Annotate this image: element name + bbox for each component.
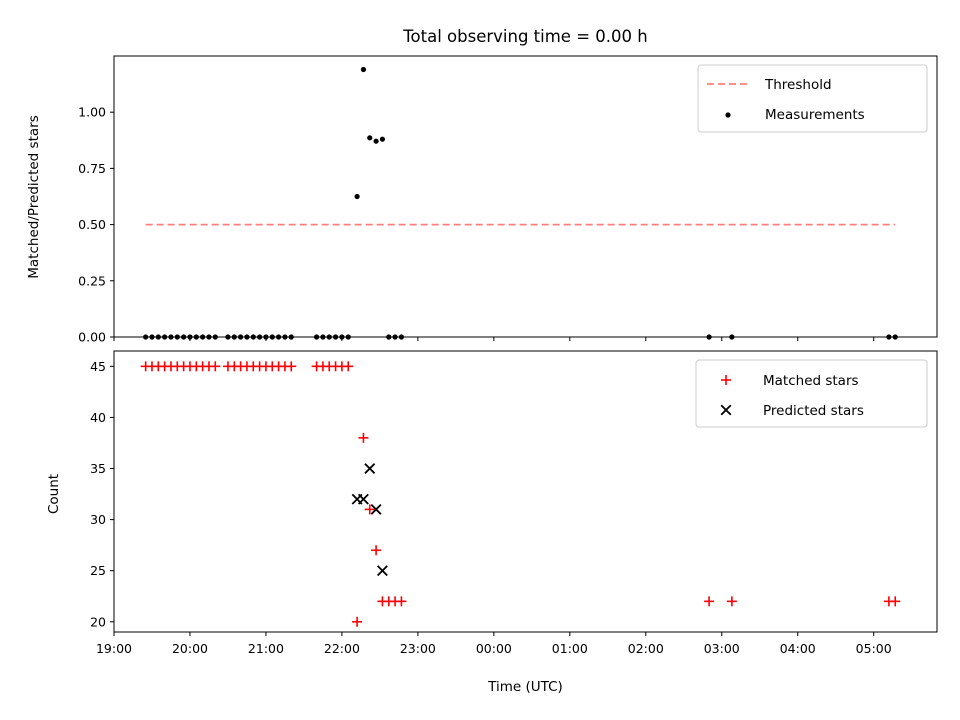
bottom-xtick-label: 22:00 bbox=[324, 641, 360, 656]
top-ylabel: Matched/Predicted stars bbox=[26, 115, 42, 278]
bottom-ytick-label: 45 bbox=[90, 359, 106, 374]
predicted-star-point bbox=[357, 493, 369, 505]
bottom-axes-frame bbox=[113, 350, 938, 633]
legend-threshold-label: Threshold bbox=[764, 77, 832, 93]
top-ytick-label: 1.00 bbox=[78, 105, 106, 120]
bottom-plot-area: 20 25 30 35 40 45 19:00 20:00 21:00 22:00 23:00 00:… bbox=[90, 359, 901, 656]
matched-star-point bbox=[343, 361, 354, 372]
bottom-ytick-label: 35 bbox=[90, 461, 106, 476]
measurement-point bbox=[360, 66, 367, 73]
chart-title: Total observing time = 0.00 h bbox=[402, 27, 647, 46]
top-legend-box bbox=[697, 64, 928, 133]
measurement-point bbox=[354, 193, 360, 200]
matched-star-point bbox=[210, 361, 221, 372]
bottom-ytick-label: 25 bbox=[90, 563, 106, 578]
bottom-xtick-label: 00:00 bbox=[476, 641, 512, 656]
bottom-ylabel: Count bbox=[46, 474, 62, 514]
legend-predicted-label: Predicted stars bbox=[763, 403, 864, 419]
bottom-xtick-label: 19:00 bbox=[96, 641, 132, 656]
measurement-point bbox=[367, 135, 373, 141]
legend-matched-label: Matched stars bbox=[763, 373, 859, 389]
matched-star-point bbox=[352, 616, 363, 627]
legend-measurements-swatch bbox=[725, 112, 731, 118]
legend-predicted-swatch bbox=[720, 404, 732, 416]
bottom-xtick-label: 02:00 bbox=[628, 641, 664, 656]
bottom-xtick-label: 04:00 bbox=[780, 641, 816, 656]
matched-star-point bbox=[364, 504, 375, 515]
bottom-xtick-label: 05:00 bbox=[856, 641, 892, 656]
bottom-ytick-label: 20 bbox=[90, 614, 106, 629]
legend-measurements-label: Measurements bbox=[765, 107, 865, 123]
bottom-xlabel: Time (UTC) bbox=[487, 679, 563, 695]
measurement-point bbox=[373, 138, 379, 144]
matched-star-point bbox=[396, 596, 407, 607]
matched-star-point bbox=[286, 361, 297, 372]
matched-star-point bbox=[358, 432, 369, 443]
measurement-point bbox=[379, 136, 386, 142]
bottom-xtick-label: 20:00 bbox=[172, 641, 208, 656]
bottom-legend-box bbox=[695, 359, 928, 428]
matched-star-point bbox=[726, 596, 737, 607]
top-ytick-label: 0.00 bbox=[78, 330, 106, 345]
top-ytick-label: 0.50 bbox=[78, 217, 106, 232]
top-ytick-label: 0.25 bbox=[78, 273, 106, 288]
bottom-ytick-label: 40 bbox=[90, 410, 106, 425]
matched-star-point bbox=[371, 545, 382, 556]
top-panel: Total observing time = 0.00 h Matched/Pr… bbox=[26, 27, 938, 345]
predicted-star-point bbox=[376, 565, 388, 577]
top-ytick-label: 0.75 bbox=[78, 161, 106, 176]
matched-star-point bbox=[890, 596, 901, 607]
bottom-xtick-label: 23:00 bbox=[400, 641, 436, 656]
bottom-ytick-label: 30 bbox=[90, 512, 106, 527]
top-plot-area: 0.00 0.25 0.50 0.75 1.00 bbox=[78, 66, 898, 345]
bottom-xtick-label: 01:00 bbox=[552, 641, 588, 656]
matched-star-point bbox=[704, 596, 715, 607]
top-axes-frame bbox=[113, 55, 938, 338]
bottom-xtick-label: 21:00 bbox=[248, 641, 284, 656]
legend-matched-swatch bbox=[721, 375, 731, 385]
predicted-star-point bbox=[364, 463, 376, 474]
bottom-xtick-label: 03:00 bbox=[704, 641, 740, 656]
bottom-legend: Matched stars Predicted stars bbox=[695, 359, 928, 428]
top-legend: Threshold Measurements bbox=[697, 64, 928, 133]
predicted-star-point bbox=[370, 503, 382, 515]
